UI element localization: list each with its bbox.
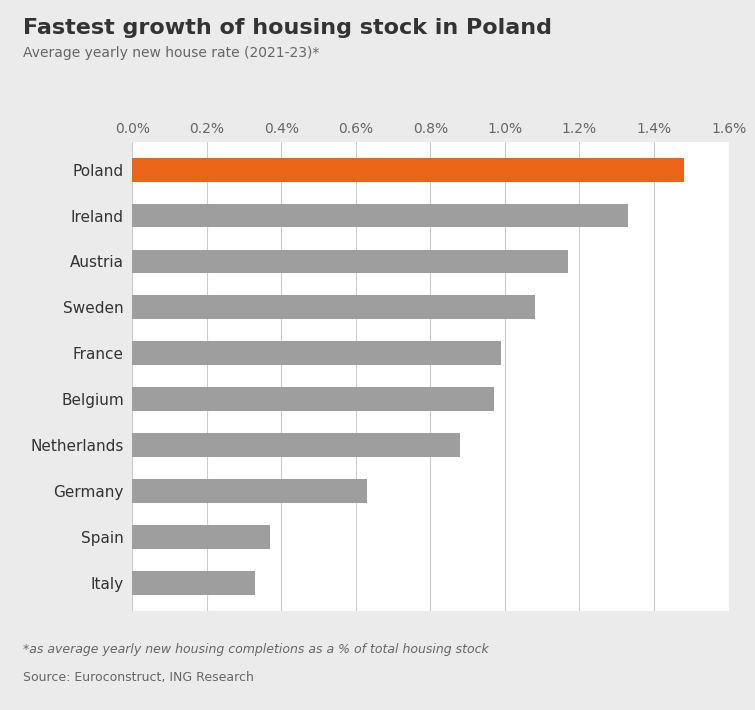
Bar <box>132 433 461 457</box>
Bar <box>132 204 628 227</box>
Text: *as average yearly new housing completions as a % of total housing stock: *as average yearly new housing completio… <box>23 643 488 655</box>
Bar <box>132 295 535 320</box>
Text: Fastest growth of housing stock in Poland: Fastest growth of housing stock in Polan… <box>23 18 552 38</box>
Bar <box>132 525 270 549</box>
Bar <box>132 571 255 595</box>
Bar <box>132 479 367 503</box>
Bar <box>132 342 501 365</box>
Text: Average yearly new house rate (2021-23)*: Average yearly new house rate (2021-23)* <box>23 46 319 60</box>
Bar <box>132 249 569 273</box>
Bar <box>132 388 494 411</box>
Bar <box>132 158 684 182</box>
Text: Source: Euroconstruct, ING Research: Source: Euroconstruct, ING Research <box>23 671 254 684</box>
